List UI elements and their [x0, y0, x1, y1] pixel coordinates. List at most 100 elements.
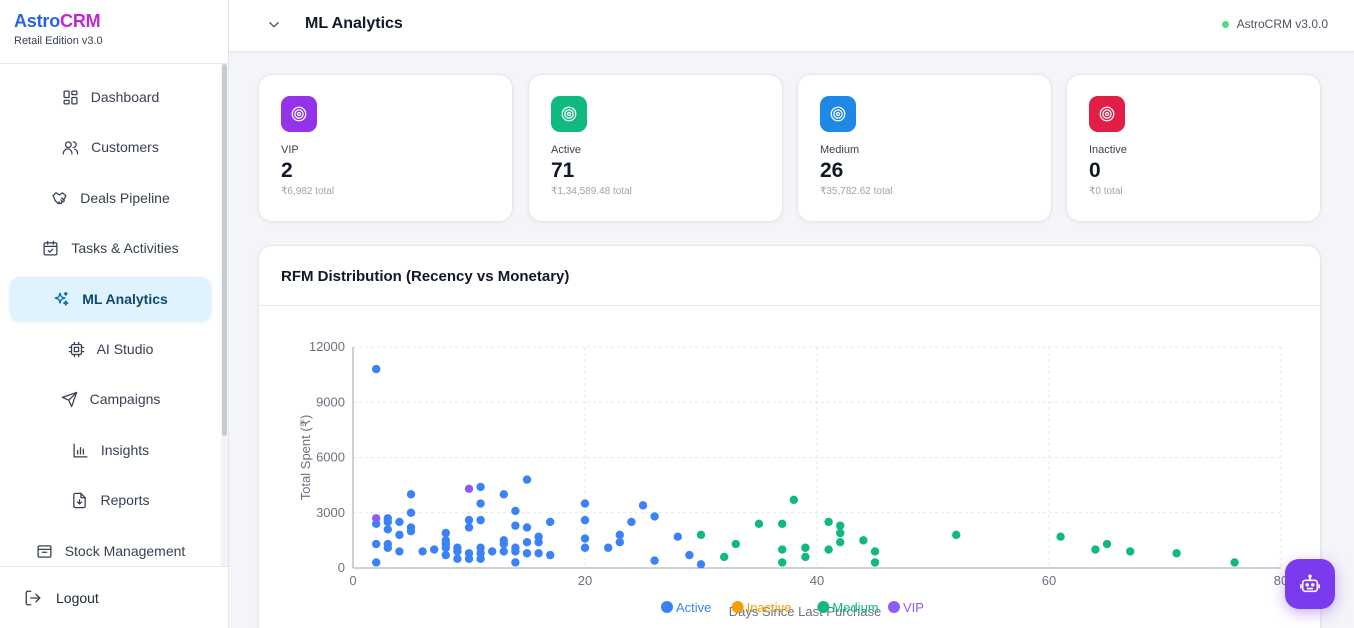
target-icon [1099, 106, 1115, 122]
sidebar-item-label: Customers [91, 139, 159, 155]
scatter-point-vip [372, 514, 381, 523]
y-tick-label: 9000 [316, 394, 345, 409]
stat-icon-inactive [1089, 96, 1125, 132]
scatter-point-active [372, 558, 381, 567]
stat-card-inactive: Inactive 0 ₹0 total [1066, 74, 1321, 222]
sidebar-item-ml-analytics[interactable]: ML Analytics [10, 277, 211, 321]
scatter-point-active [372, 539, 381, 549]
scatter-point-active [476, 482, 485, 492]
scatter-point-active [522, 549, 532, 558]
stat-icon-medium [820, 96, 856, 132]
scatter-point-active [650, 512, 659, 521]
legend-marker [817, 601, 830, 613]
scatter-point-active [511, 547, 520, 556]
version-label: AstroCRM v3.0.0 [1236, 17, 1328, 31]
x-tick-label: 60 [1042, 573, 1056, 588]
scatter-point-medium [952, 530, 961, 540]
legend-label: Inactive [747, 600, 792, 615]
scatter-point-active [499, 547, 508, 556]
scatter-point-medium [778, 519, 787, 528]
sidebar-item-reports[interactable]: Reports [10, 478, 211, 522]
sidebar-item-deals-pipeline[interactable]: Deals Pipeline [10, 176, 211, 220]
scatter-point-medium [778, 545, 787, 554]
scatter-point-active [673, 532, 682, 541]
sidebar-scroll-thumb[interactable] [222, 64, 227, 436]
stat-label: Inactive [1089, 144, 1127, 156]
scatter-point-medium [801, 543, 810, 552]
assistant-fab-button[interactable] [1285, 559, 1335, 609]
stat-total: ₹1,34,589.48 total [551, 186, 632, 197]
scatter-point-medium [836, 528, 845, 538]
sidebar-item-label: Insights [100, 442, 150, 458]
scatter-point-active [476, 515, 485, 525]
brand-name-part-a: Astro [14, 11, 61, 31]
scatter-point-active [499, 490, 508, 499]
scatter-point-active [638, 501, 648, 510]
scatter-point-medium [836, 538, 845, 547]
y-axis-label: Total Spent (₹) [298, 415, 313, 501]
scatter-point-active [464, 554, 474, 563]
stat-card-vip: VIP 2 ₹6,982 total [258, 74, 513, 222]
scatter-point-active [406, 526, 416, 536]
sidebar-item-campaigns[interactable]: Campaigns [10, 377, 211, 421]
sidebar: AstroCRM Retail Edition v3.0 Dashboard C… [0, 0, 229, 628]
stat-card-active: Active 71 ₹1,34,589.48 total [528, 74, 783, 222]
sidebar-item-label: Deals Pipeline [80, 190, 170, 206]
scatter-point-active [627, 517, 636, 527]
x-tick-label: 80 [1274, 573, 1288, 588]
scatter-point-medium [1230, 558, 1239, 567]
sidebar-item-insights[interactable]: Insights [10, 428, 211, 472]
y-tick-label: 3000 [316, 505, 345, 520]
sidebar-item-stock-management[interactable]: Stock Management [10, 529, 211, 566]
scatter-point-active [372, 364, 381, 374]
scatter-point-active [604, 543, 613, 552]
stat-value: 0 [1089, 159, 1101, 182]
robot-icon [1300, 574, 1320, 593]
scatter-point-vip [464, 484, 474, 494]
scatter-point-active [580, 499, 590, 508]
logout-button[interactable]: Logout [0, 566, 229, 628]
sidebar-item-label: ML Analytics [82, 291, 168, 307]
brand-logo[interactable]: AstroCRM [14, 11, 214, 32]
scatter-point-active [534, 549, 543, 558]
scatter-point-medium [1102, 539, 1112, 549]
sparkles-icon [54, 291, 69, 306]
stat-label: Active [551, 144, 581, 156]
legend-marker [888, 601, 900, 613]
scatter-point-medium [1172, 549, 1181, 558]
legend-label: VIP [903, 600, 924, 615]
sidebar-item-ai-studio[interactable]: AI Studio [10, 327, 211, 371]
scatter-point-active [650, 556, 659, 565]
scatter-point-active [383, 525, 392, 534]
sidebar-item-tasks-activities[interactable]: Tasks & Activities [10, 226, 211, 270]
stat-value: 26 [820, 159, 844, 182]
scatter-point-medium [824, 517, 833, 527]
scatter-point-medium [1056, 532, 1065, 541]
sidebar-item-customers[interactable]: Customers [10, 125, 211, 169]
legend-label: Active [676, 600, 711, 615]
scatter-point-active [476, 554, 485, 563]
chip-icon [68, 341, 84, 357]
target-icon [561, 106, 577, 122]
stat-value: 2 [281, 159, 293, 182]
scatter-point-medium [859, 536, 868, 545]
collapse-sidebar-button[interactable] [263, 14, 285, 36]
scatter-point-active [395, 517, 404, 527]
scatter-point-active [464, 523, 474, 532]
legend-marker [731, 601, 744, 613]
status-dot [1221, 20, 1229, 28]
sidebar-scrollbar[interactable] [221, 64, 228, 566]
scatter-point-active [546, 517, 555, 527]
target-icon [830, 106, 846, 122]
page-title: ML Analytics [305, 15, 403, 32]
logout-icon [25, 590, 41, 605]
sidebar-item-dashboard[interactable]: Dashboard [10, 75, 211, 119]
x-axis-label: Days Since Last Purchase [729, 604, 881, 619]
stat-card-medium: Medium 26 ₹35,782.62 total [797, 74, 1052, 222]
scatter-point-active [511, 558, 520, 567]
scatter-point-active [383, 517, 392, 527]
stat-icon-active [551, 96, 587, 132]
handshake-icon [52, 191, 67, 204]
stat-label: Medium [820, 144, 860, 156]
scatter-point-active [406, 508, 416, 517]
